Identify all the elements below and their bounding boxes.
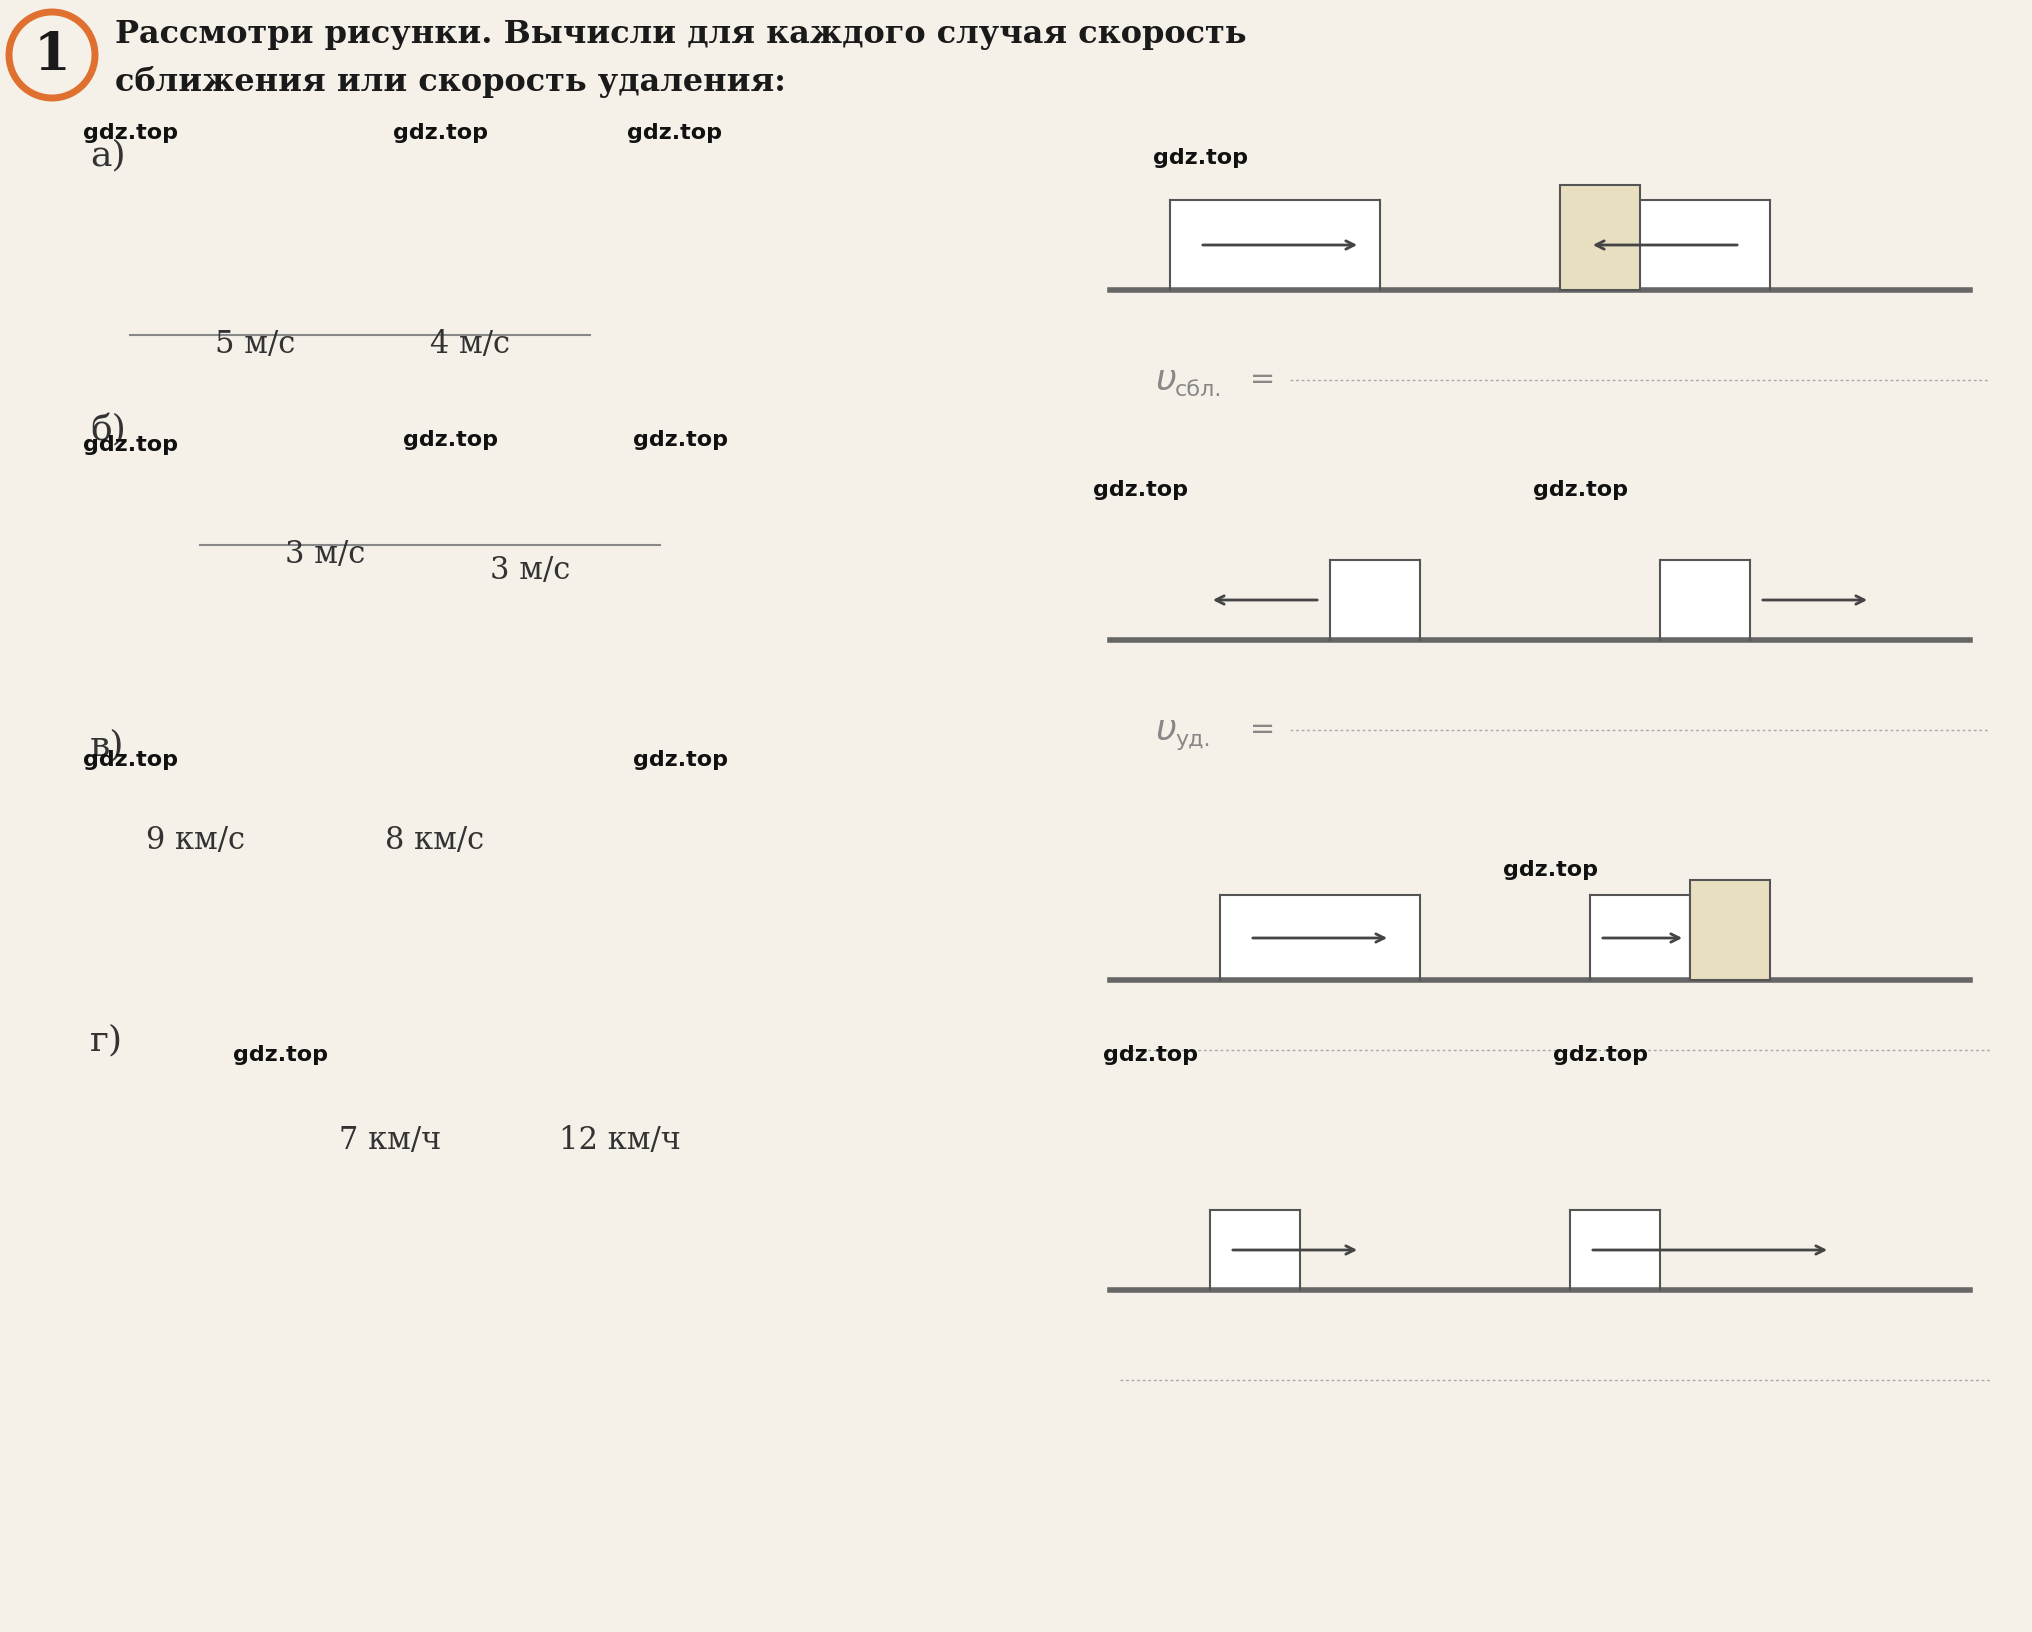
Bar	[1589, 894, 1691, 979]
Text: gdz.top: gdz.top	[1152, 149, 1248, 168]
Bar	[1660, 560, 1750, 640]
Text: в): в)	[89, 728, 124, 762]
Text: $\upsilon$: $\upsilon$	[1154, 713, 1177, 747]
Text: gdz.top: gdz.top	[83, 436, 177, 455]
Circle shape	[8, 11, 96, 98]
Text: =: =	[1240, 366, 1276, 395]
Text: уд.: уд.	[1174, 730, 1211, 751]
Text: gdz.top: gdz.top	[1103, 1044, 1197, 1066]
Text: gdz.top: gdz.top	[83, 751, 177, 770]
Text: 1: 1	[35, 29, 71, 80]
Text: 9 км/с: 9 км/с	[146, 824, 244, 855]
Text: 5 м/с: 5 м/с	[215, 330, 295, 361]
Text: gdz.top: gdz.top	[1552, 1044, 1648, 1066]
Text: gdz.top: gdz.top	[392, 122, 488, 144]
Text: gdz.top: gdz.top	[83, 122, 177, 144]
Bar	[1331, 560, 1420, 640]
Text: 3 м/с: 3 м/с	[284, 540, 366, 571]
Text: а): а)	[89, 139, 126, 171]
Text: gdz.top: gdz.top	[232, 1044, 327, 1066]
Text: Рассмотри рисунки. Вычисли для каждого случая скорость: Рассмотри рисунки. Вычисли для каждого с…	[116, 20, 1246, 51]
Text: 12 км/ч: 12 км/ч	[559, 1124, 681, 1155]
Text: =: =	[1240, 715, 1276, 744]
Text: 4 м/с: 4 м/с	[431, 330, 510, 361]
Text: gdz.top: gdz.top	[1502, 860, 1597, 880]
Text: gdz.top: gdz.top	[402, 429, 498, 450]
Bar	[1209, 1209, 1300, 1289]
Text: gdz.top: gdz.top	[632, 751, 727, 770]
Text: 3 м/с: 3 м/с	[490, 555, 571, 586]
Text: gdz.top: gdz.top	[628, 122, 723, 144]
Text: б): б)	[89, 413, 126, 447]
Text: gdz.top: gdz.top	[1532, 480, 1628, 499]
Text: сближения или скорость удаления:: сближения или скорость удаления:	[116, 65, 786, 98]
Bar	[1170, 201, 1380, 290]
Text: gdz.top: gdz.top	[1093, 480, 1187, 499]
Bar	[1561, 184, 1640, 290]
Text: сбл.: сбл.	[1174, 380, 1223, 400]
Bar	[1219, 894, 1420, 979]
Text: 8 км/с: 8 км/с	[386, 824, 484, 855]
Text: г): г)	[89, 1023, 124, 1058]
Bar	[1561, 201, 1770, 290]
Text: $\upsilon$: $\upsilon$	[1154, 362, 1177, 397]
Bar	[1691, 880, 1770, 979]
Text: gdz.top: gdz.top	[632, 429, 727, 450]
Text: 7 км/ч: 7 км/ч	[339, 1124, 441, 1155]
Bar	[1571, 1209, 1660, 1289]
